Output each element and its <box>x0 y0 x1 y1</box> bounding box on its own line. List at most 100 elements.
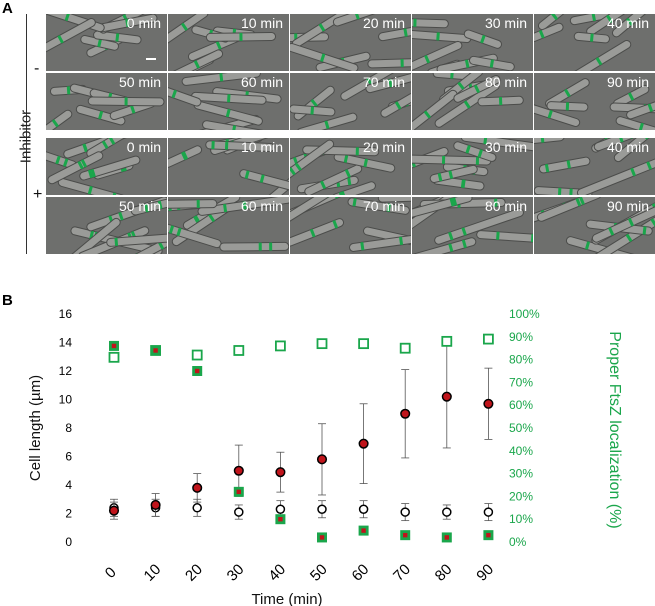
point-ftsz-inhibitor-center <box>444 535 449 540</box>
timepoint-label: 10 min <box>240 15 283 31</box>
bacterial-cell <box>367 57 411 69</box>
ftsz-band <box>403 28 408 37</box>
bacterial-cell <box>46 109 73 130</box>
point-length-inhibitor <box>358 438 369 449</box>
ftsz-band <box>625 17 634 26</box>
ftsz-band <box>489 59 495 68</box>
bacterial-cell <box>377 197 411 203</box>
point-ftsz-inhibitor-center <box>111 343 117 349</box>
y-right-tick-label: 20% <box>509 489 533 503</box>
ftsz-band <box>494 198 498 207</box>
bacterial-cell <box>538 156 591 174</box>
ftsz-band <box>650 218 655 227</box>
bacterial-cell <box>412 237 477 254</box>
y-right-tick-label: 90% <box>509 330 533 344</box>
timepoint-label: 60 min <box>240 198 283 214</box>
ftsz-band <box>242 201 247 210</box>
ftsz-band <box>223 203 228 213</box>
ftsz-band <box>448 170 454 179</box>
cell-image <box>290 14 411 71</box>
bacterial-cell <box>290 218 345 247</box>
ftsz-band <box>80 159 88 168</box>
bacterial-cell <box>476 230 533 243</box>
cell-image <box>168 14 277 71</box>
bacterial-cell <box>591 199 655 243</box>
bacterial-cell <box>566 39 632 71</box>
ftsz-band <box>424 54 431 64</box>
bacterial-cell <box>205 140 275 152</box>
point-ftsz-inhibitor-center <box>236 489 241 495</box>
ftsz-band <box>55 155 61 165</box>
micrograph-tile: 30 min <box>412 14 533 71</box>
micrograph-tile: 20 min <box>290 138 411 195</box>
point-length-control <box>442 507 452 517</box>
ftsz-band <box>244 170 250 179</box>
timepoint-label: 50 min <box>118 198 161 214</box>
bacterial-cell <box>347 197 410 215</box>
y-tick-label: 4 <box>65 478 72 492</box>
ftsz-band <box>171 89 178 99</box>
bacterial-cell <box>290 139 335 189</box>
y-right-tick-label: 50% <box>509 421 533 435</box>
panel-b-label: B <box>2 292 13 309</box>
ftsz-band <box>642 226 647 235</box>
ftsz-band <box>332 220 339 229</box>
micrograph-tile: 50 min <box>46 197 167 254</box>
point-length-control <box>483 507 494 517</box>
ftsz-band <box>118 211 124 221</box>
ftsz-band <box>62 158 69 167</box>
ftsz-band <box>310 99 318 108</box>
bacterial-cell <box>168 199 218 210</box>
ftsz-band <box>448 231 454 241</box>
cell-image <box>46 138 141 195</box>
ftsz-band <box>544 164 550 173</box>
ftsz-band <box>219 73 224 82</box>
ftsz-band <box>475 156 480 165</box>
ftsz-band <box>618 138 624 143</box>
timepoint-label: 0 min <box>126 139 161 155</box>
ftsz-band <box>423 110 432 119</box>
ftsz-band <box>259 174 265 183</box>
ftsz-band <box>196 199 200 208</box>
ftsz-band <box>324 120 330 129</box>
bacterial-cell <box>412 17 449 29</box>
ftsz-band <box>338 191 345 195</box>
inhibitor-axis-line <box>26 14 27 254</box>
micrograph-tile: 90 min <box>534 73 655 130</box>
ftsz-band <box>557 187 562 195</box>
ftsz-band <box>87 169 94 179</box>
micrograph-tile: 0 min <box>46 14 167 71</box>
ftsz-band <box>224 141 229 150</box>
ftsz-band <box>87 185 93 195</box>
bacterial-cell <box>453 141 497 162</box>
x-tick-label: 20 <box>182 561 206 585</box>
ftsz-band <box>114 237 119 247</box>
ftsz-band <box>473 84 481 94</box>
y-tick-label: 14 <box>59 336 73 350</box>
point-length-inhibitor <box>233 465 244 476</box>
timepoint-label: 0 min <box>126 15 161 31</box>
ftsz-band <box>630 167 636 177</box>
ftsz-band <box>627 218 635 227</box>
point-ftsz-inhibitor-center <box>195 368 200 374</box>
ftsz-band <box>82 143 88 153</box>
ftsz-band <box>386 203 391 212</box>
timepoint-label: 10 min <box>240 139 283 155</box>
ftsz-band <box>51 119 59 128</box>
point-ftsz-control <box>482 333 494 345</box>
bacterial-cell <box>106 232 167 247</box>
ftsz-band <box>344 169 351 178</box>
ftsz-band <box>450 73 454 79</box>
cell-image <box>290 139 396 195</box>
cell-image <box>168 73 282 130</box>
ftsz-band <box>182 151 189 160</box>
ftsz-band <box>569 188 573 195</box>
ftsz-band <box>89 230 95 240</box>
y-right-tick-label: 70% <box>509 375 533 389</box>
point-ftsz-inhibitor-center <box>319 535 325 540</box>
ftsz-band <box>547 109 553 119</box>
ftsz-band <box>225 108 231 118</box>
y-right-tick-label: 0% <box>509 535 527 549</box>
cell-image <box>46 83 165 130</box>
cell-length-ftsz-chart: 0 2 4 6 8 10 12 14 16 0% 10% 20% 30% 40% 50% 60% 70% 80% 9… <box>27 307 623 606</box>
